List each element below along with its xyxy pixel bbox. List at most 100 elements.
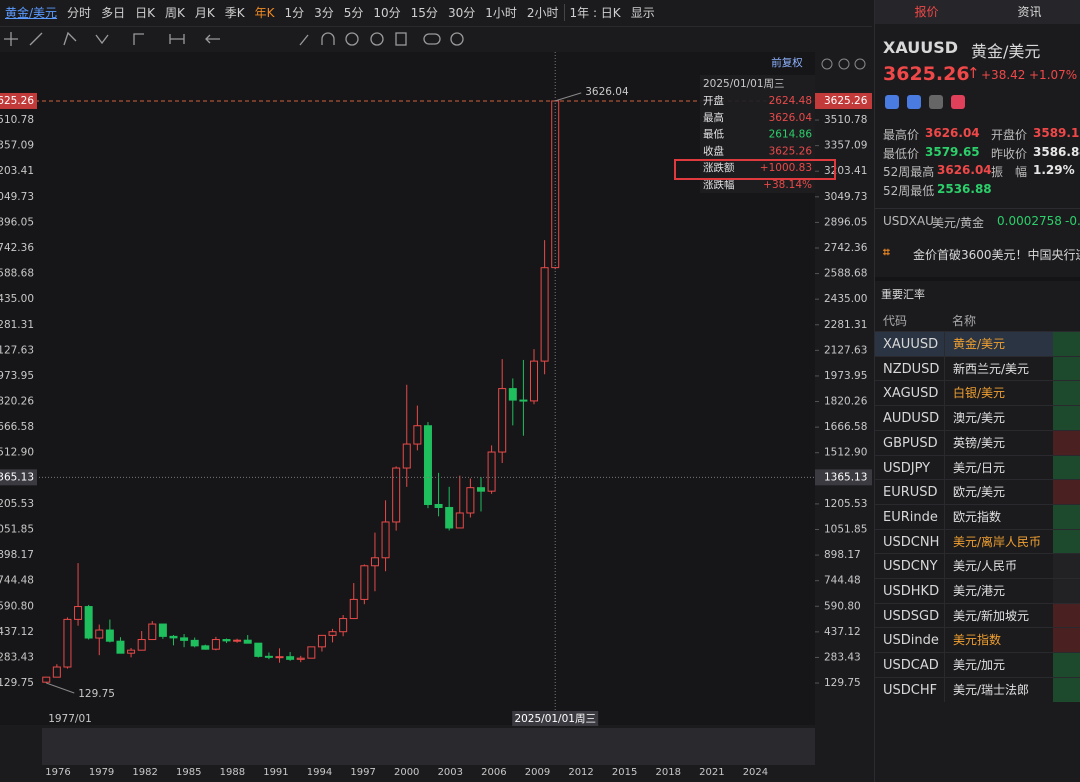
period-tab[interactable]: 3分 [314, 6, 334, 20]
rate-row[interactable]: USDCHF 美元/瑞士法郎 [875, 676, 1080, 702]
cross-change: -0.0 [1065, 214, 1080, 228]
plot-bg [0, 52, 815, 725]
icon[interactable] [951, 95, 965, 109]
navigator[interactable] [42, 728, 815, 765]
y-tick-label: 1512.90 [824, 447, 867, 459]
fib-tool[interactable] [133, 33, 144, 45]
line-tool[interactable] [29, 32, 43, 46]
range-tool[interactable] [169, 34, 185, 44]
period-tab[interactable]: 10分 [373, 6, 401, 20]
candle-body [201, 645, 210, 650]
rate-name: 白银/美元 [944, 381, 1053, 406]
rate-row[interactable]: USDCAD 美元/加元 [875, 652, 1080, 678]
display[interactable]: 显示 [630, 6, 655, 20]
toggle[interactable] [423, 33, 441, 45]
arrow: ↑ [967, 64, 980, 82]
range[interactable]: 1年 : 日K [563, 4, 626, 21]
icon[interactable] [907, 95, 921, 109]
arrow-tool[interactable] [205, 34, 220, 44]
candle-body [158, 623, 167, 637]
navigator-year: 2003 [438, 767, 463, 778]
magnet-tool[interactable] [321, 32, 335, 45]
candle-body [360, 565, 369, 600]
news[interactable]: 金价首破3600美元！中国央行连 [913, 248, 1080, 262]
hide-tool[interactable] [370, 32, 384, 46]
period-tab[interactable]: 多日 [101, 6, 126, 20]
rate-code: GBPUSD [883, 435, 938, 451]
rate-name: 美元指数 [944, 628, 1053, 653]
candle-body [392, 467, 401, 523]
pen-tool[interactable] [299, 34, 309, 46]
rate-row[interactable]: NZDUSD 新西兰元/美元 [875, 355, 1080, 381]
symbol[interactable]: 黄金/美元 [5, 6, 58, 20]
rate-row[interactable]: EURinde 欧元指数 [875, 503, 1080, 529]
tool-icons [4, 31, 464, 46]
rate-row[interactable]: AUDUSD 澳元/美元 [875, 405, 1080, 431]
candle-body [339, 618, 348, 633]
candle-body [63, 618, 72, 668]
candle-body [466, 487, 475, 514]
zoom-out[interactable] [838, 58, 850, 70]
period-tab[interactable]: 1分 [284, 6, 305, 20]
tab[interactable]: 资讯 [1017, 5, 1042, 19]
rate-row[interactable]: GBPUSD 英镑/美元 [875, 429, 1080, 455]
candle-body [243, 639, 252, 644]
period-tab[interactable]: 年K [254, 6, 275, 20]
candle-body [169, 635, 178, 639]
stat-label: 最低价 [883, 146, 920, 161]
channel-tool[interactable] [63, 31, 77, 46]
period-tab[interactable]: 1小时 [485, 6, 517, 20]
icon[interactable] [929, 95, 943, 109]
settings[interactable] [450, 32, 464, 46]
candle-body [455, 512, 464, 529]
icon[interactable] [821, 58, 833, 70]
rate-cell [1053, 480, 1080, 505]
adjust-button[interactable]: 前复权 [771, 56, 803, 69]
period-tab[interactable]: 季K [224, 6, 245, 20]
eye-tool[interactable] [345, 32, 359, 46]
candle-body [105, 629, 114, 642]
candle-body [370, 557, 379, 567]
rate-code: XAGUSD [883, 386, 939, 402]
candle-body [286, 656, 295, 660]
candle-body [328, 631, 337, 636]
icon[interactable] [885, 95, 899, 109]
divider [875, 277, 1080, 281]
rate-row[interactable]: XAGUSD 白银/美元 [875, 380, 1080, 406]
tooltip-label: 最低 [703, 128, 724, 141]
y-tick-label: 3203.41 [824, 165, 867, 177]
period-tab[interactable]: 15分 [410, 6, 438, 20]
candle-body [434, 503, 443, 508]
y-tick-label: 1973.95 [824, 370, 867, 382]
rate-row[interactable]: XAUUSD 黄金/美元 [875, 331, 1080, 356]
rate-row[interactable]: USDinde 美元指数 [875, 627, 1080, 653]
highlight-box [674, 159, 836, 180]
period-tab[interactable]: 分时 [67, 6, 92, 20]
delete-tool[interactable] [395, 32, 407, 46]
rate-row[interactable]: USDCNH 美元/离岸人民币 [875, 528, 1080, 554]
tab[interactable]: 报价 [914, 5, 939, 19]
rate-code: USDCNY [883, 559, 938, 575]
rate-row[interactable]: USDSGD 美元/新加坡元 [875, 602, 1080, 628]
rate-code: USDCNH [883, 534, 940, 550]
candle-body [52, 666, 61, 678]
move-tool[interactable] [4, 32, 18, 46]
rate-row[interactable]: USDJPY 美元/日元 [875, 454, 1080, 480]
period-tab[interactable]: 2小时 [526, 6, 559, 20]
candle-body [540, 267, 549, 362]
period-tab[interactable]: 日K [135, 6, 155, 20]
rate-code: USDCHF [883, 682, 938, 698]
zoom-in[interactable] [854, 58, 866, 70]
period-tab[interactable]: 周K [164, 6, 185, 20]
wave-tool[interactable] [95, 34, 109, 45]
stat-value: 1.29% [1033, 163, 1075, 177]
period-tab[interactable]: 5分 [343, 6, 364, 20]
period-tab[interactable]: 30分 [447, 6, 476, 20]
candle-body [127, 649, 136, 654]
period-tab[interactable]: 月K [194, 6, 215, 20]
rate-row[interactable]: EURUSD 欧元/美元 [875, 479, 1080, 505]
rate-row[interactable]: USDHKD 美元/港元 [875, 578, 1080, 603]
name: 黄金/美元 [971, 42, 1041, 61]
rate-row[interactable]: USDCNY 美元/人民币 [875, 553, 1080, 579]
rate-cell [1053, 332, 1080, 356]
